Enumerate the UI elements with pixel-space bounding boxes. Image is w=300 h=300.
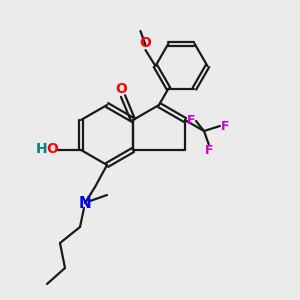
Text: O: O <box>140 36 152 50</box>
Text: N: N <box>79 196 92 211</box>
Text: H: H <box>36 142 48 156</box>
Text: F: F <box>221 119 229 133</box>
Text: F: F <box>205 145 213 158</box>
Text: O: O <box>115 82 127 96</box>
Text: F: F <box>187 115 195 128</box>
Text: O: O <box>46 142 58 156</box>
